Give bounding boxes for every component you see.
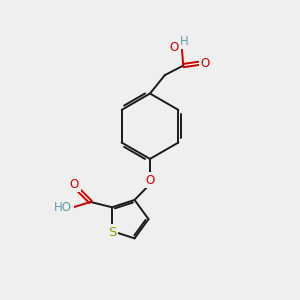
Text: O: O (146, 174, 154, 187)
Text: HO: HO (54, 201, 72, 214)
Text: O: O (200, 57, 210, 70)
Text: O: O (169, 41, 178, 54)
Text: O: O (70, 178, 79, 190)
Text: H: H (180, 35, 189, 48)
Text: S: S (108, 226, 116, 239)
